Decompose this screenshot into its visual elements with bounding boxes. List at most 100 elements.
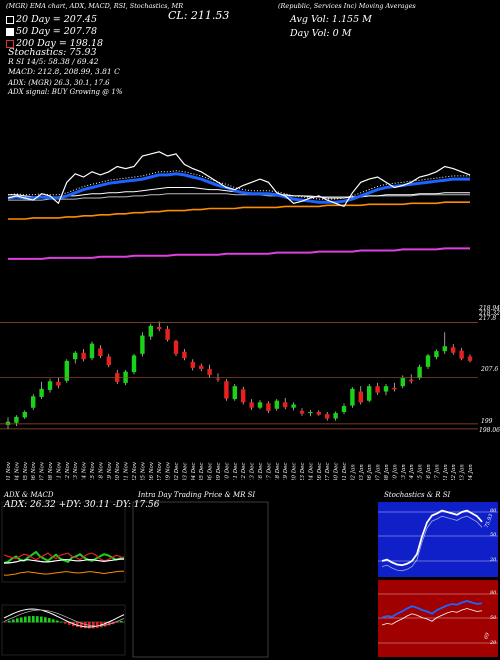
candle-body [215, 378, 221, 380]
candle-body [375, 386, 380, 393]
legend-rsi: R SI 14/5: 58.38 / 69.42 [8, 57, 99, 66]
ema-long-line [8, 247, 470, 260]
avg-volume: Avg Vol: 1.155 M [290, 14, 372, 25]
price-tick-top-a: 218.94 [479, 305, 500, 312]
stochastics-k-line [381, 509, 483, 567]
price-tick-low-a: 199 [481, 418, 493, 425]
macd-hist-bar [12, 619, 15, 623]
candle-body [207, 368, 212, 375]
candle-body [333, 413, 338, 419]
day-volume: Day Vol: 0 M [290, 28, 352, 39]
candle-body [392, 387, 397, 390]
date-tick-label: 24 Dec [308, 463, 314, 481]
candle-body [283, 402, 288, 408]
date-tick-label: 26 Nov [149, 461, 155, 480]
macd-hist-bar [56, 620, 59, 623]
date-tick-label: 08 Jan [384, 464, 390, 480]
minus-di-line [3, 552, 125, 562]
rsi-tick-20: 20 [490, 640, 497, 646]
date-tick-label: 14 Nov [82, 461, 88, 480]
date-tick-label: 29 Nov [166, 461, 172, 480]
candle-body [451, 347, 456, 353]
date-tick-label: 21 Nov [124, 461, 130, 480]
stochastics-panel [378, 502, 498, 577]
ema20-dotted-line [7, 170, 470, 200]
candle-body [341, 406, 347, 412]
intraday-panel-frame [132, 501, 269, 658]
date-tick-label: 03 Jan [359, 464, 365, 480]
candle-body [39, 388, 44, 397]
candlesticks [5, 321, 473, 429]
candle-body [165, 329, 170, 340]
candle-body [131, 355, 137, 373]
date-tick-label: 01 Nov [6, 461, 12, 480]
candle-body [173, 340, 179, 354]
candle-body [56, 381, 61, 386]
macd-hist-bar [116, 622, 119, 623]
macd-hist-bar [80, 622, 83, 628]
macd-hist-bar [4, 622, 7, 623]
macd-hist-bar [112, 622, 115, 625]
stoch-panel-title: Stochastics & R SI [384, 491, 451, 499]
adx-values: ADX: 26.32 +DY: 30.11 -DY: 17.56 [4, 500, 160, 510]
adx-panel-frame [1, 501, 126, 583]
macd-panel-frame [1, 604, 126, 656]
candle-body [249, 402, 254, 408]
chart-title-left: (MGR) EMA chart, ADX, MACD, RSI, Stochas… [6, 2, 184, 10]
stoch-value: 75.93 [483, 513, 495, 529]
price-tick-low-b: 198.06 [479, 427, 500, 434]
date-tick-label: 18 Nov [98, 461, 104, 480]
date-tick-label: 15 Nov [90, 461, 96, 480]
date-tick-label: 06 Dec [208, 463, 214, 481]
candle-body [274, 400, 279, 409]
candle-body [14, 416, 19, 423]
macd-hist-bar [84, 622, 87, 629]
date-tick-label: 21 Jan [443, 464, 449, 480]
macd-hist-bar [16, 618, 19, 623]
date-tick-label: 06 Jan [367, 464, 373, 480]
macd-hist-bar [92, 622, 95, 629]
date-tick-label: 08 Nov [48, 461, 54, 480]
date-tick-label: 07 Jan [376, 464, 382, 480]
candle-body [241, 389, 246, 403]
date-tick-label: 23 Jan [460, 464, 466, 480]
candle-body [257, 402, 263, 408]
intraday-panel-title: Intra Day Trading Price & MR SI [138, 491, 256, 499]
date-tick-label: 03 Dec [182, 463, 188, 481]
date-tick-label: 10 Dec [224, 463, 230, 481]
candle-body [442, 346, 447, 352]
date-tick-label: 22 Jan [451, 464, 457, 480]
ema200-line [8, 201, 470, 220]
date-tick-label: 20 Nov [115, 461, 121, 480]
date-tick-label: 11 Nov [56, 461, 62, 480]
candle-body [425, 355, 431, 367]
macd-hist-bar [100, 622, 103, 628]
legend-ema50: 50 Day = 207.78 [16, 26, 97, 37]
macd-hist-bar [72, 622, 75, 627]
date-tick-label: 04 Dec [191, 463, 197, 481]
candle-body [266, 403, 271, 411]
candle-body [467, 356, 473, 361]
candle-body [89, 343, 95, 359]
stochastics-d-line [381, 515, 483, 572]
macd-hist-bar [120, 621, 123, 623]
candle-body [316, 412, 321, 415]
adx-line [4, 558, 124, 564]
macd-hist-bar [40, 616, 43, 623]
candle-body [190, 361, 195, 368]
rsi-tick-80: 80 [490, 590, 497, 596]
candle-body [325, 414, 330, 419]
candle-body [383, 386, 389, 392]
candle-body [409, 379, 414, 382]
date-tick-label: 02 Dec [174, 463, 180, 481]
candle-body [459, 350, 464, 359]
date-tick-label: 02 Jan [350, 464, 356, 480]
candle-body [367, 386, 372, 401]
date-tick-label: 20 Dec [292, 463, 298, 481]
candle-body [31, 396, 36, 408]
macd-hist-bar [60, 621, 63, 623]
date-tick-label: 06 Nov [31, 461, 37, 480]
stoch-tick-50: 50 [490, 532, 497, 538]
candle-body [358, 391, 363, 403]
ema100-line [8, 193, 470, 201]
